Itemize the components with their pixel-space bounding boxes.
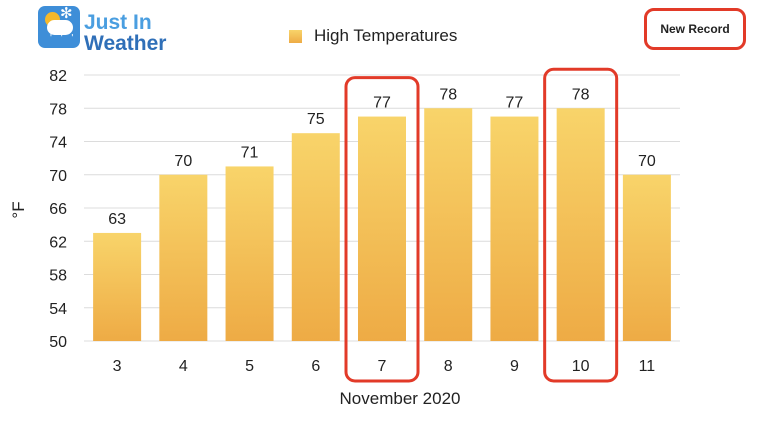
just-in-weather-logo: ✻ ' ' ' Just In Weather [38,6,188,54]
bar [93,232,142,341]
bar [556,108,605,341]
bar-value-label: 70 [174,153,192,170]
x-tick-label: 3 [113,358,122,375]
y-axis-ticks: 50 54 58 62 66 70 74 78 82 [49,68,67,351]
logo-text-weather: Weather [84,32,167,55]
bar [490,116,539,341]
bar [225,166,274,341]
y-tick-label: 50 [49,334,67,351]
x-tick-label: 9 [510,358,519,375]
y-tick-label: 58 [49,268,67,285]
x-tick-label: 5 [245,358,254,375]
y-tick-label: 82 [49,68,67,85]
weather-logo-icon: ✻ ' ' ' [38,6,80,48]
chart-legend: High Temperatures [289,26,457,46]
bar-value-label: 63 [108,211,126,228]
bar [424,108,473,341]
y-tick-label: 62 [49,234,67,251]
new-record-key: New Record [644,8,746,50]
bar-value-label: 71 [241,144,259,161]
bar-value-label: 77 [506,95,524,112]
record-highlight-box [543,67,619,383]
x-tick-label: 10 [572,358,590,375]
legend-label: High Temperatures [314,26,458,45]
new-record-label: New Record [660,22,730,36]
y-tick-label: 78 [49,101,67,118]
legend-swatch [289,29,302,43]
x-axis-title: November 2020 [340,389,461,408]
record-highlights [344,67,619,383]
bar-value-label: 70 [638,153,656,170]
x-tick-label: 7 [378,358,387,375]
x-axis-ticks: 3 4 5 6 7 8 9 10 11 [113,358,656,375]
x-tick-label: 8 [444,358,453,375]
bar [291,133,340,341]
bar-value-label: 77 [373,95,391,112]
bar-value-label: 78 [439,86,457,103]
x-tick-label: 4 [179,358,188,375]
bar-value-label: 75 [307,111,325,128]
x-tick-label: 6 [311,358,320,375]
record-highlight-box [344,76,420,383]
y-tick-label: 70 [49,168,67,185]
bars [93,108,671,341]
bar [622,174,671,341]
bar [159,174,208,341]
y-axis-title: °F [9,201,28,218]
y-tick-label: 74 [49,135,67,152]
value-labels: 63 70 71 75 77 78 77 78 70 [108,86,656,228]
bar-value-label: 78 [572,86,590,103]
x-tick-label: 11 [639,358,656,375]
y-tick-label: 66 [49,201,67,218]
y-tick-label: 54 [49,301,67,318]
logo-text-just-in: Just In [84,11,152,34]
bar [358,116,406,341]
